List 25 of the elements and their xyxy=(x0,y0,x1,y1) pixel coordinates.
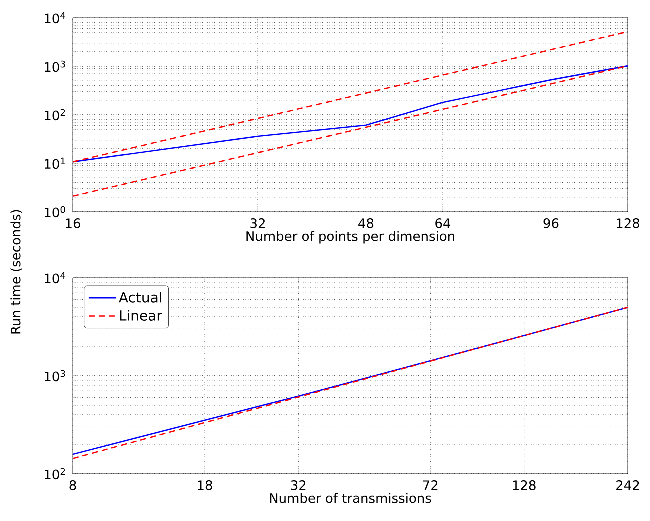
x-tick-label: 8 xyxy=(70,480,76,490)
x-tick-label: 128 xyxy=(617,218,640,228)
y-tick-label: 10$^{2}$ xyxy=(45,109,66,121)
x-tick-label: 32 xyxy=(250,218,265,228)
y-tick-label: 10$^{0}$ xyxy=(45,206,66,218)
x-tick-label: 64 xyxy=(436,218,451,228)
x-tick-label: 32 xyxy=(291,480,306,490)
y-tick-label: 10$^{1}$ xyxy=(45,158,66,170)
x-tick-label: 96 xyxy=(544,218,559,228)
x-axis-title: Number of transmissions xyxy=(270,493,432,504)
x-axis-title: Number of points per dimension xyxy=(246,231,454,244)
x-tick-label: 242 xyxy=(616,480,640,490)
y-tick-label: 10$^{2}$ xyxy=(45,468,66,480)
x-tick-label: 48 xyxy=(358,218,374,228)
legend-label: Linear xyxy=(120,310,162,321)
legend-label: Actual xyxy=(119,292,162,303)
x-tick-label: 18 xyxy=(198,480,212,490)
x-tick-label: 128 xyxy=(513,480,536,490)
y-tick-label: 10$^{4}$ xyxy=(45,272,66,284)
y-tick-label: 10$^{4}$ xyxy=(45,12,66,24)
x-tick-label: 72 xyxy=(423,480,438,490)
y-tick-label: 10$^{3}$ xyxy=(45,60,66,72)
y-tick-label: 10$^{3}$ xyxy=(45,370,66,382)
y-axis-title: Run time (seconds) xyxy=(10,210,22,334)
x-tick-label: 16 xyxy=(66,218,80,228)
